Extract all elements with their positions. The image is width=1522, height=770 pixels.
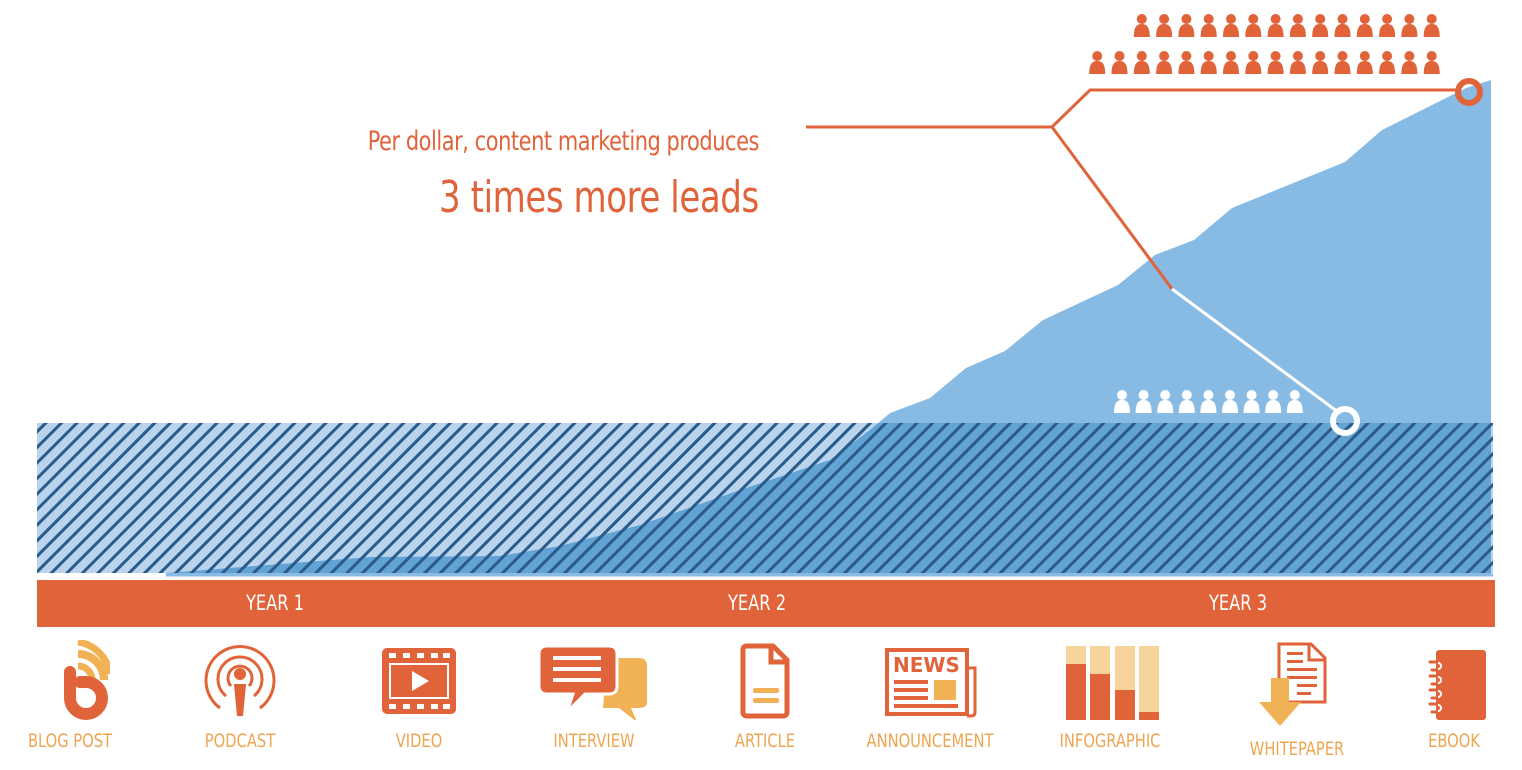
- traditional-leads-people-icons: [1114, 390, 1303, 413]
- headline-subtitle: Per dollar, content marketing produces: [367, 126, 760, 157]
- person-icon: [1312, 51, 1329, 74]
- article-label: ARTICLE: [734, 730, 796, 752]
- traditional-endpoint-marker: [1330, 406, 1360, 436]
- person-icon: [1379, 51, 1396, 74]
- document-icon: [740, 643, 790, 719]
- person-icon: [1267, 14, 1284, 37]
- year-3-label: YEAR 3: [1208, 591, 1268, 615]
- content-type-blog-post: BLOG POST: [0, 640, 150, 752]
- person-icon: [1267, 51, 1284, 74]
- person-icon: [1178, 14, 1195, 37]
- callout-connector-diagonal: [1050, 126, 1174, 290]
- chat-bubbles-icon: [539, 644, 647, 720]
- person-icon: [1312, 14, 1329, 37]
- person-icon: [1356, 14, 1373, 37]
- podcast-label: PODCAST: [204, 730, 276, 752]
- download-document-icon: [1259, 642, 1327, 726]
- content-type-podcast: PODCAST: [160, 640, 320, 752]
- svg-text:NEWS: NEWS: [893, 653, 960, 677]
- content-endpoint-marker: [1455, 78, 1483, 106]
- year-2-label: YEAR 2: [727, 591, 787, 615]
- person-icon: [1156, 14, 1173, 37]
- blog-post-label: BLOG POST: [27, 730, 113, 752]
- person-icon: [1401, 51, 1418, 74]
- person-icon: [1401, 14, 1418, 37]
- leads-area-chart: [37, 14, 1493, 577]
- video-label: VIDEO: [395, 730, 443, 752]
- person-icon: [1156, 51, 1173, 74]
- notebook-icon: [1428, 650, 1486, 720]
- person-icon: [1178, 51, 1195, 74]
- content-type-whitepaper: WHITEPAPER: [1217, 640, 1377, 760]
- podcast-icon: [204, 645, 276, 716]
- content-type-article: ARTICLE: [685, 640, 845, 752]
- bar-chart-icon: [1066, 646, 1159, 720]
- content-type-ebook: EBOOK: [1374, 640, 1522, 752]
- year-1-label: YEAR 1: [245, 591, 305, 615]
- timeline-bar: YEAR 1 YEAR 2 YEAR 3: [37, 580, 1495, 627]
- person-icon: [1423, 51, 1440, 74]
- announcement-label: ANNOUNCEMENT: [866, 730, 994, 752]
- person-icon: [1245, 51, 1262, 74]
- person-icon: [1423, 14, 1440, 37]
- person-icon: [1289, 51, 1306, 74]
- interview-label: INTERVIEW: [553, 730, 635, 752]
- callout-connector-diagonal-white: [1171, 287, 1339, 414]
- newspaper-icon: NEWS: [885, 648, 977, 718]
- content-types-row: BLOG POST PODCAST VIDEO: [0, 640, 1522, 770]
- content-type-video: VIDEO: [339, 640, 499, 752]
- person-icon: [1223, 14, 1239, 37]
- headline-title: 3 times more leads: [439, 172, 759, 223]
- content-type-infographic: INFOGRAPHIC: [1030, 640, 1190, 752]
- person-icon: [1245, 14, 1262, 37]
- ebook-label: EBOOK: [1428, 730, 1480, 752]
- person-icon: [1133, 14, 1150, 37]
- person-icon: [1200, 51, 1217, 74]
- callout-connector: [806, 88, 1458, 129]
- person-icon: [1111, 51, 1128, 74]
- person-icon: [1289, 14, 1306, 37]
- whitepaper-label: WHITEPAPER: [1249, 738, 1345, 760]
- content-type-announcement: NEWS ANNOUNCEMENT: [850, 640, 1010, 752]
- person-icon: [1334, 14, 1351, 37]
- content-leads-people-icons: [1089, 14, 1440, 74]
- person-icon: [1200, 14, 1217, 37]
- person-icon: [1379, 14, 1396, 37]
- infographic-label: INFOGRAPHIC: [1059, 730, 1161, 752]
- person-icon: [1223, 51, 1239, 74]
- blog-rss-icon: [64, 640, 110, 720]
- person-icon: [1356, 51, 1373, 74]
- video-film-icon: [382, 648, 456, 714]
- person-icon: [1334, 51, 1351, 74]
- person-icon: [1133, 51, 1150, 74]
- traditional-marketing-band: [37, 423, 1493, 573]
- person-icon: [1089, 51, 1106, 74]
- content-type-interview: INTERVIEW: [514, 640, 674, 752]
